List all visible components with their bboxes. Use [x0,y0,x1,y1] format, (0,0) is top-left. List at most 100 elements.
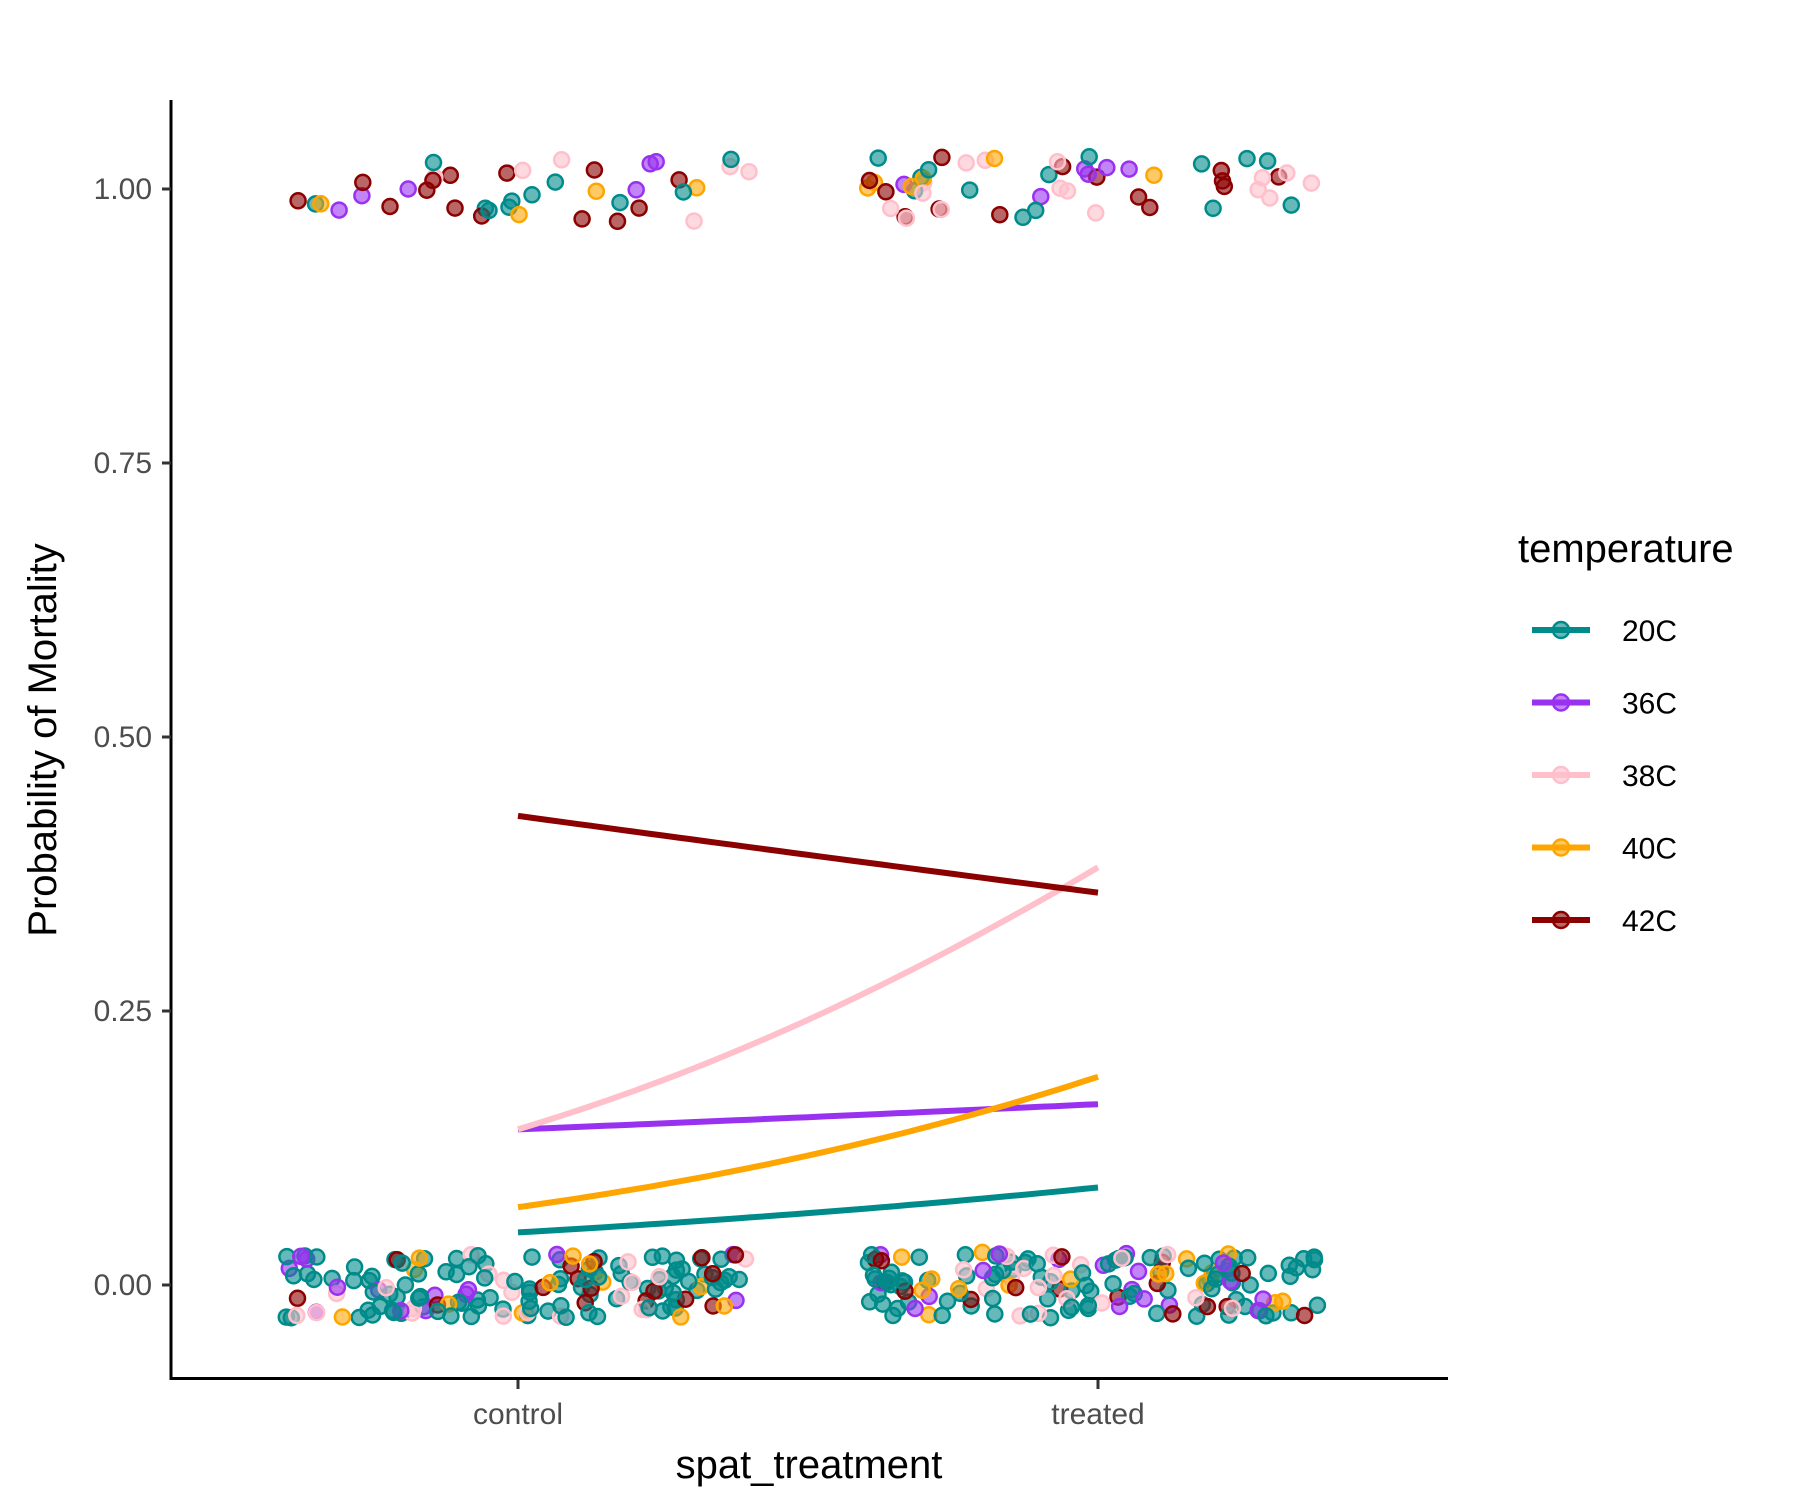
data-point [640,1298,658,1317]
data-point [985,149,1004,168]
legend-label: 38C [1622,760,1677,793]
y-axis-ticks: 0.00 0.25 0.50 0.75 1.00 [94,173,171,1302]
data-point [893,1272,911,1290]
data-point [712,1250,730,1268]
data-point [506,1272,524,1291]
data-point [1195,1254,1214,1272]
legend-key-point [1551,765,1571,785]
data-point [1006,1278,1025,1297]
data-point [441,166,460,185]
data-point [1158,1245,1177,1264]
data-point [706,1280,725,1298]
data-point [564,1247,582,1265]
data-point [892,1248,911,1266]
data-point [546,173,565,191]
data-point [1302,174,1321,192]
data-point [1026,201,1045,220]
data-point [1213,172,1232,190]
data-point [480,201,498,220]
data-point [647,153,665,171]
data-point [954,1261,973,1279]
data-point [1104,1274,1122,1293]
data-point [1080,148,1098,166]
data-point [580,1255,599,1273]
data-point [922,1270,941,1288]
data-point [956,1246,975,1264]
legend-title: temperature [1518,527,1734,571]
data-point [410,1249,429,1267]
data-point [1141,198,1159,217]
data-point [1187,1288,1205,1307]
data-point [906,1299,924,1318]
fitted-line-20C [517,1184,1099,1236]
legend-label: 42C [1622,905,1677,938]
data-point [1258,152,1277,170]
x-axis-title: spat_treatment [676,1443,943,1487]
data-point [393,1254,412,1272]
data-point [685,212,703,230]
data-point [872,1252,891,1270]
data-point [1280,1256,1299,1274]
data-point [396,1276,415,1294]
data-point [298,1265,317,1283]
x-tick-label: treated [1051,1398,1144,1431]
data-point [1187,1307,1206,1325]
data-point [523,1248,541,1266]
data-point [612,1287,631,1305]
data-point [345,1271,363,1290]
data-point [919,161,938,179]
data-point [573,210,591,228]
data-point [1141,1248,1160,1267]
data-point [1238,1249,1257,1267]
legend-key-point [1551,620,1571,640]
data-point [990,1245,1009,1263]
y-tick-label: 0.50 [94,721,152,754]
fitted-line-38C [517,864,1100,1133]
data-point [1257,1306,1275,1325]
data-point [1073,1264,1092,1282]
data-point [645,1282,663,1300]
data-point [611,193,629,212]
legend-key-point [1551,693,1571,712]
data-point [523,186,541,204]
data-point [1238,149,1256,168]
data-point [1038,1290,1057,1308]
data-point [933,1306,951,1325]
data-point [1148,1304,1166,1323]
data-point [1294,1250,1313,1268]
data-point [1098,158,1116,177]
data-point [679,1272,698,1291]
data-point [328,1278,347,1296]
data-point [674,183,693,201]
data-point [1204,199,1222,218]
data-point [475,1269,494,1287]
data-point [884,1306,902,1325]
data-point [1110,1297,1129,1316]
data-point [703,1264,722,1283]
data-point [986,1305,1004,1323]
data-point [627,181,645,199]
data-point [548,1245,566,1264]
data-point [354,173,372,192]
data-point [1259,1264,1278,1283]
data-point [1192,155,1211,173]
fitted-line-42C [517,812,1099,896]
data-point [1045,1266,1063,1285]
data-point [1079,165,1098,183]
data-point [424,153,443,172]
data-point [650,1268,669,1286]
data-point [1303,1260,1322,1279]
data-point [1053,1248,1071,1266]
data-point [1261,189,1279,207]
data-point [460,1257,478,1276]
data-point [693,1248,711,1267]
data-point [409,1265,428,1283]
data-point [308,1248,326,1266]
data-point [1040,165,1058,184]
x-axis-ticks: control treated [473,1380,1145,1431]
data-point [424,171,442,190]
y-tick-label: 1.00 [94,173,152,206]
data-point [1179,1259,1198,1278]
data-point [914,184,932,202]
data-point [587,182,606,200]
